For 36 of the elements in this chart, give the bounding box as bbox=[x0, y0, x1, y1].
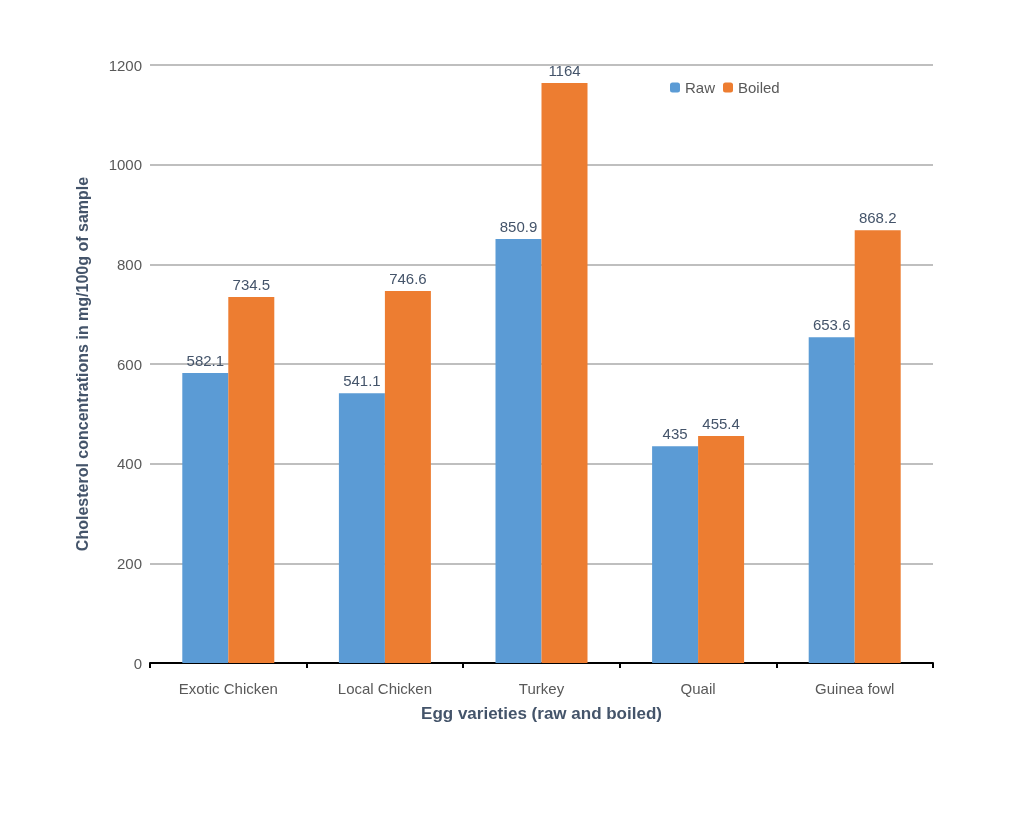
bar bbox=[228, 296, 275, 663]
y-tick-label: 0 bbox=[133, 654, 142, 672]
data-label: 653.6 bbox=[812, 316, 851, 334]
bar bbox=[338, 393, 385, 663]
y-tick-label: 200 bbox=[116, 554, 142, 572]
x-tick-label: Local Chicken bbox=[337, 680, 433, 697]
data-label: 582.1 bbox=[186, 351, 225, 369]
data-label: 435 bbox=[662, 425, 688, 443]
bar bbox=[652, 446, 699, 663]
data-label: 746.6 bbox=[389, 269, 427, 287]
bar bbox=[384, 290, 431, 663]
x-tick-label: Exotic Chicken bbox=[178, 680, 278, 697]
y-tick-label: 800 bbox=[116, 255, 142, 273]
bar bbox=[182, 372, 229, 663]
y-tick-label: 1200 bbox=[108, 56, 142, 74]
y-axis-title: Cholesterol concentrations in mg/100g of sample bbox=[73, 176, 91, 552]
bar bbox=[854, 230, 901, 663]
data-label: 541.1 bbox=[343, 372, 381, 390]
legend-label: Raw bbox=[685, 79, 716, 96]
x-tick-label: Turkey bbox=[518, 680, 565, 697]
data-label: 1164 bbox=[548, 61, 581, 79]
y-tick-label: 1000 bbox=[108, 156, 142, 174]
x-tick-label: Quail bbox=[680, 680, 716, 697]
y-tick-label: 400 bbox=[116, 455, 142, 473]
data-label: 850.9 bbox=[499, 217, 538, 235]
bar bbox=[541, 82, 588, 663]
data-label: 455.4 bbox=[702, 415, 740, 433]
y-tick-label: 600 bbox=[116, 355, 142, 373]
x-tick-label: Guinea fowl bbox=[815, 680, 895, 697]
legend-label: Boiled bbox=[738, 79, 780, 96]
x-axis-title: Egg varieties (raw and boiled) bbox=[421, 704, 662, 723]
data-label: 734.5 bbox=[232, 275, 271, 293]
bar bbox=[495, 238, 542, 663]
data-label: 868.2 bbox=[858, 209, 897, 227]
bar bbox=[808, 337, 855, 663]
bar bbox=[698, 436, 745, 663]
